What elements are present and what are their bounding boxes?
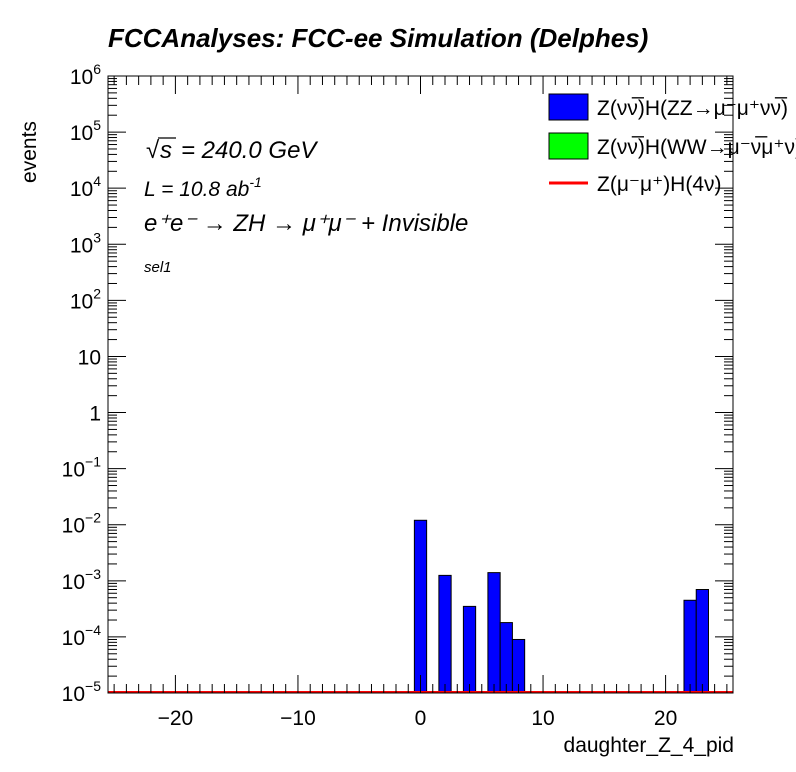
histogram-bar <box>438 574 452 694</box>
legend: Z(νν̅)H(ZZ→μ⁻μ⁺νν̅) Z(νν̅)H(WW→μ⁻ν̅μ⁺ν) Z(… <box>548 93 796 196</box>
x-tick-label: −10 <box>280 707 316 730</box>
legend-swatch <box>548 132 589 160</box>
histogram-bar <box>487 572 501 694</box>
y-tick-label: 10−4 <box>62 622 102 650</box>
x-axis-title: daughter_Z_4_pid <box>564 734 734 757</box>
histogram-bars <box>108 519 733 694</box>
y-tick-label: 10−2 <box>62 510 102 538</box>
sqrt-s-annotation: √ s = 240.0 GeV <box>146 137 318 164</box>
chart-title: FCCAnalyses: FCC-ee Simulation (Delphes) <box>108 23 648 53</box>
y-tick-label: 102 <box>70 285 101 313</box>
legend-label: Z(νν̅)H(ZZ→μ⁻μ⁺νν̅) <box>597 97 788 120</box>
y-tick-label: 106 <box>70 61 101 89</box>
y-tick-label: 104 <box>70 173 101 201</box>
legend-label: Z(μ⁻μ⁺)H(4ν) <box>597 173 722 196</box>
y-tick-label: 10−3 <box>62 566 102 594</box>
y-tick-label: 105 <box>70 117 101 145</box>
sqrt-symbol: √ <box>146 137 160 164</box>
sqrt-s-variable: s <box>160 137 172 164</box>
x-tick-label: 20 <box>654 707 677 730</box>
y-axis-title: events <box>18 121 41 183</box>
y-axis: 10−5 10−4 10−3 10−2 10−1 1 10 102 103 104 105 106 <box>62 61 733 706</box>
x-tick-label: 10 <box>531 707 554 730</box>
y-tick-label: 1 <box>89 403 101 426</box>
histogram-bar <box>695 589 709 694</box>
histogram-bar <box>499 622 513 694</box>
sqrt-s-value: = 240.0 GeV <box>181 137 318 164</box>
y-tick-label: 10−5 <box>62 678 102 706</box>
histogram-bar <box>413 519 428 694</box>
legend-label: Z(νν̅)H(WW→μ⁻ν̅μ⁺ν) <box>597 136 796 159</box>
x-tick-label: −20 <box>158 707 194 730</box>
x-tick-label: 0 <box>415 707 427 730</box>
y-tick-label: 10 <box>78 346 101 369</box>
y-tick-label: 10−1 <box>62 454 102 482</box>
legend-swatch <box>548 93 589 121</box>
histogram-bar <box>462 605 477 694</box>
process-label: e⁺e⁻ → ZH → μ⁺μ⁻ + Invisible <box>144 210 468 237</box>
luminosity-exponent: -1 <box>249 174 261 190</box>
luminosity-value: L = 10.8 ab <box>144 178 250 201</box>
y-tick-label: 103 <box>70 229 101 257</box>
selection-label: sel1 <box>144 259 172 276</box>
histogram-bar <box>683 599 697 694</box>
x-axis: −20 −10 0 10 20 <box>113 76 728 730</box>
luminosity-label: L = 10.8 ab-1 <box>144 174 262 201</box>
